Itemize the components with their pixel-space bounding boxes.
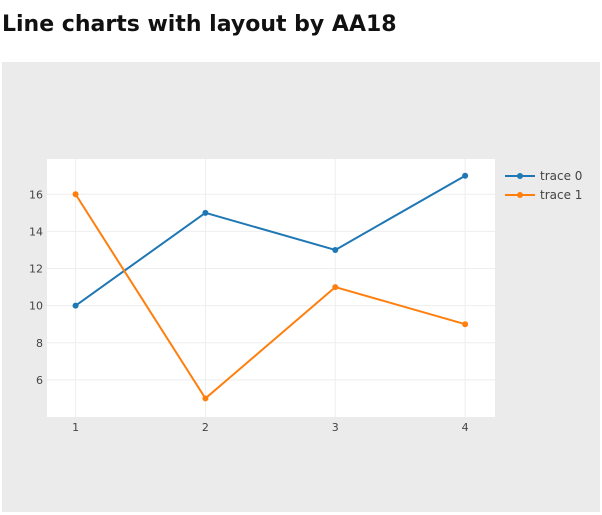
data-point[interactable] [72,191,79,198]
data-point[interactable] [332,246,339,253]
y-tick-label: 10 [29,300,43,313]
x-tick-label: 2 [202,421,209,434]
series-1 [72,191,469,402]
data-point[interactable] [202,395,209,402]
legend-item[interactable]: trace 0 [505,169,582,183]
data-point[interactable] [462,321,469,328]
legend[interactable]: trace 0 trace 1 [505,169,582,202]
series-line [74,174,466,307]
series-line [74,193,466,400]
page-title: Line charts with layout by AA18 [2,12,397,37]
data-point[interactable] [332,284,339,291]
x-tick-label: 1 [72,421,79,434]
y-tick-label: 6 [36,374,43,387]
data-point[interactable] [462,172,469,179]
legend-item[interactable]: trace 1 [505,188,582,202]
data-point[interactable] [72,302,79,309]
chart-container: 6 8 10 12 14 16 1 2 3 4 trace 0 trace 1 [2,62,600,512]
y-tick-label: 16 [29,188,43,201]
series-0 [72,172,469,309]
x-tick-label: 3 [332,421,339,434]
y-tick-label: 12 [29,263,43,276]
legend-label: trace 0 [540,169,582,183]
legend-label: trace 1 [540,188,582,202]
series-layer [72,172,469,402]
y-tick-label: 14 [29,225,43,238]
legend-marker [517,192,523,198]
x-tick-label: 4 [462,421,469,434]
data-point[interactable] [202,209,209,216]
y-tick-label: 8 [36,337,43,350]
legend-marker [517,173,523,179]
